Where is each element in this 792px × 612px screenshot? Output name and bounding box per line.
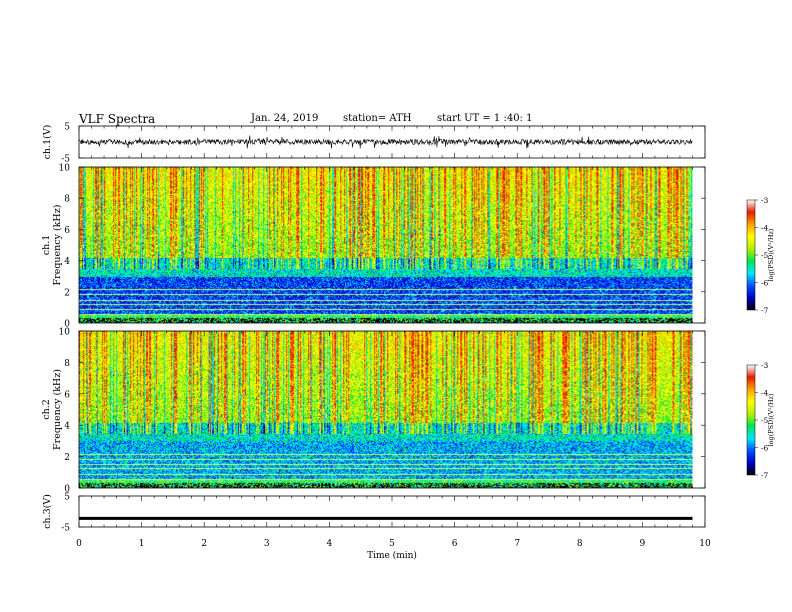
ch2-spectro-ytick-label: 0 (64, 485, 70, 495)
ch2-spectro-cbar-tick-label: -5 (761, 416, 769, 425)
ch1-spectro-ytick-label: 8 (64, 195, 70, 205)
x-tick-label: 9 (640, 539, 646, 549)
x-tick-label: 0 (76, 539, 82, 549)
x-tick-label: 5 (389, 539, 395, 549)
ch2-spectro-ytick-label: 6 (64, 390, 70, 400)
station-label: station= ATH (343, 113, 412, 124)
ch2-spectro-cbar-tick-label: -4 (761, 389, 769, 398)
ch1-wave-ytick-label: -5 (61, 155, 70, 165)
ch1-spectro-cbar-label: log(PSD)(V²/Hz) (767, 228, 775, 281)
x-tick-label: 8 (577, 539, 583, 549)
ch1-wave-ylabel: ch.1(V) (42, 125, 53, 160)
ch2-spectro-cbar-tick-label: -6 (761, 444, 769, 453)
ch2-spectro-ytick-label: 2 (64, 453, 70, 463)
ch1-spectro-cbar-tick-label: -4 (761, 224, 769, 233)
ch2-spectro-heatmap (79, 331, 693, 488)
ch1-spectro-cbar-tick-label: -3 (761, 196, 769, 205)
ch1-wave-ytick-label: 5 (64, 123, 70, 133)
x-tick-label: 6 (452, 539, 458, 549)
ch3-wave-ytick-label: -5 (61, 524, 70, 534)
ch2-spectro-cbar-tick-label: -7 (761, 471, 769, 480)
start-ut-label: start UT = 1 :40: 1 (437, 113, 533, 124)
ch1-waveform-line (78, 135, 693, 149)
x-tick-label: 10 (699, 539, 711, 549)
x-axis-label: Time (min) (367, 550, 417, 561)
ch1-spectro-cbar-tick-label: -6 (761, 279, 769, 288)
chart-title: VLF Spectra (79, 112, 156, 126)
ch1-spectro-ytick-label: 10 (59, 164, 71, 174)
ch1-spectro-colorbar (746, 199, 756, 311)
ch1-spectro-ytick-label: 0 (64, 320, 70, 330)
date-label: Jan. 24, 2019 (251, 113, 319, 124)
ch1-spectro-ytick-label: 2 (64, 288, 70, 298)
x-tick-label: 1 (139, 539, 145, 549)
ch3-wave-ylabel: ch.3(V) (42, 494, 53, 529)
x-tick-label: 4 (327, 539, 333, 549)
ch1-spectro-ytick-label: 6 (64, 226, 70, 236)
x-tick-label: 7 (514, 539, 520, 549)
ch2-spectro-ytick-label: 10 (59, 328, 71, 338)
x-tick-label: 2 (201, 539, 207, 549)
ch1-spectro-cbar-tick-label: -7 (761, 306, 769, 315)
ch1-spectro-ytick-label: 4 (64, 257, 70, 267)
ch2-spectro-colorbar (746, 364, 756, 476)
ch1-spectro-heatmap (79, 167, 693, 323)
ch2-spectro-cbar-tick-label: -3 (761, 361, 769, 370)
ch2-spectro-cbar-label: log(PSD)(V²/Hz) (767, 393, 775, 446)
ch2-spectro-ytick-label: 8 (64, 359, 70, 369)
x-tick-label: 3 (264, 539, 270, 549)
ch3-wave-ytick-label: 5 (64, 493, 70, 503)
ch2-spectro-ylabel: ch.2Frequency (kHz) (41, 369, 63, 450)
ch2-spectro-ytick-label: 4 (64, 422, 70, 432)
ch1-spectro-ylabel: ch.1Frequency (kHz) (41, 205, 63, 286)
ch1-spectro-cbar-tick-label: -5 (761, 251, 769, 260)
